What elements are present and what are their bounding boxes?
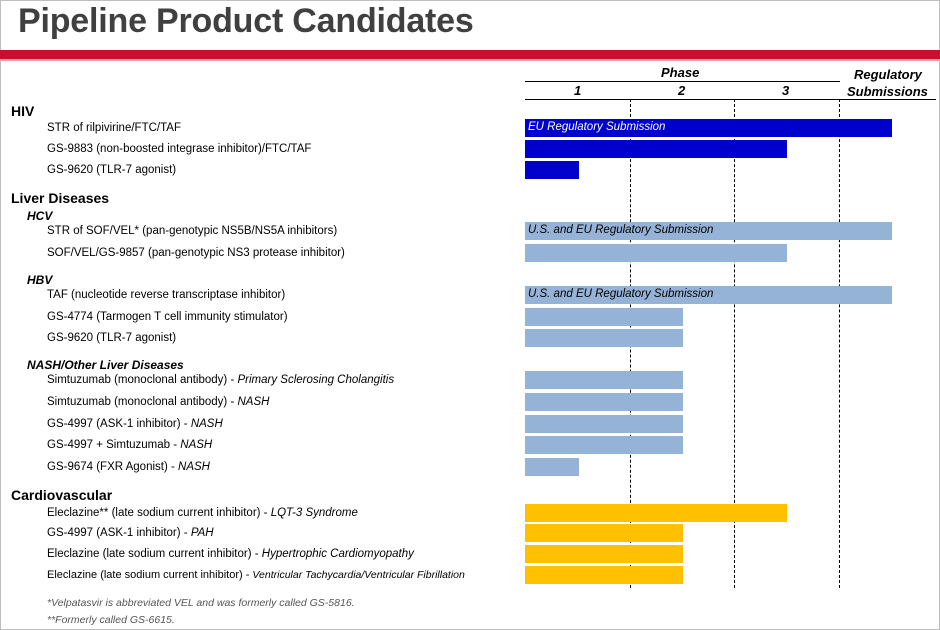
pipeline-bar <box>525 161 579 179</box>
bar-stage-label: EU Regulatory Submission <box>528 121 666 133</box>
pipeline-row-label: SOF/VEL/GS-9857 (pan-genotypic NS3 prote… <box>47 247 345 259</box>
subsection-hbv: HBV <box>27 273 53 287</box>
pipeline-row-label: TAF (nucleotide reverse transcriptase in… <box>47 289 286 301</box>
pipeline-bar: U.S. and EU Regulatory Submission <box>525 286 892 304</box>
pipeline-row-label: GS-4997 (ASK-1 inhibitor) - NASH <box>47 418 223 430</box>
pipeline-bar <box>525 458 579 476</box>
pipeline-row-label: Eleclazine (late sodium current inhibito… <box>47 548 414 560</box>
pipeline-row-label: STR of SOF/VEL* (pan-genotypic NS5B/NS5A… <box>47 225 338 237</box>
subsection-hcv: HCV <box>27 209 53 223</box>
pipeline-row-label: GS-9674 (FXR Agonist) - NASH <box>47 461 210 473</box>
bar-stage-label: U.S. and EU Regulatory Submission <box>528 224 714 236</box>
pipeline-bar: EU Regulatory Submission <box>525 119 892 137</box>
section-liver-diseases: Liver Diseases <box>11 190 110 206</box>
pipeline-row-label: GS-9620 (TLR-7 agonist) <box>47 164 177 176</box>
page-title: Pipeline Product Candidates <box>18 2 474 40</box>
regulatory-header-line2: Submissions <box>847 84 928 99</box>
pipeline-row-label: GS-9883 (non-boosted integrase inhibitor… <box>47 143 312 155</box>
pipeline-bar <box>525 504 787 522</box>
pipeline-bar <box>525 566 683 584</box>
phase-header: Phase <box>661 65 700 80</box>
pipeline-bar <box>525 371 683 389</box>
footnote-eleclazine: **Formerly called GS-6615. <box>47 614 175 626</box>
subsection-nash: NASH/Other Liver Diseases <box>27 358 184 372</box>
column-header-rule <box>525 99 936 100</box>
pipeline-row-label: GS-9620 (TLR-7 agonist) <box>47 332 177 344</box>
phase-2-header: 2 <box>678 83 686 98</box>
pipeline-row-label: Eleclazine** (late sodium current inhibi… <box>47 507 358 519</box>
pipeline-row-label: Simtuzumab (monoclonal antibody) - NASH <box>47 396 270 408</box>
bar-stage-label: U.S. and EU Regulatory Submission <box>528 288 714 300</box>
pipeline-bar <box>525 244 787 262</box>
phase-3-regulatory-separator <box>839 99 840 588</box>
pipeline-bar <box>525 524 683 542</box>
footnote-velpatasvir: *Velpatasvir is abbreviated VEL and was … <box>47 597 355 609</box>
phase-2-3-separator <box>734 99 735 588</box>
pipeline-bar <box>525 308 683 326</box>
pipeline-row-label: GS-4997 (ASK-1 inhibitor) - PAH <box>47 527 214 539</box>
pipeline-row-label: GS-4774 (Tarmogen T cell immunity stimul… <box>47 311 288 323</box>
pipeline-row-label: Eleclazine (late sodium current inhibito… <box>47 569 465 581</box>
pipeline-bar <box>525 329 683 347</box>
section-cardiovascular: Cardiovascular <box>11 487 113 503</box>
phase-1-header: 1 <box>574 83 582 98</box>
pipeline-bar <box>525 140 787 158</box>
pipeline-row-label: GS-4997 + Simtuzumab - NASH <box>47 439 213 451</box>
pipeline-bar <box>525 415 683 433</box>
phase-3-header: 3 <box>782 83 790 98</box>
phase-header-rule <box>525 81 840 82</box>
pipeline-bar <box>525 545 683 563</box>
pipeline-row-label: STR of rilpivirine/FTC/TAF <box>47 122 181 134</box>
section-hiv: HIV <box>11 103 35 119</box>
title-underline-bar <box>0 50 940 59</box>
pipeline-bar: U.S. and EU Regulatory Submission <box>525 222 892 240</box>
regulatory-header-line1: Regulatory <box>854 67 922 82</box>
title-underline-shadow <box>0 59 940 61</box>
pipeline-bar <box>525 436 683 454</box>
pipeline-row-label: Simtuzumab (monoclonal antibody) - Prima… <box>47 374 395 386</box>
pipeline-bar <box>525 393 683 411</box>
